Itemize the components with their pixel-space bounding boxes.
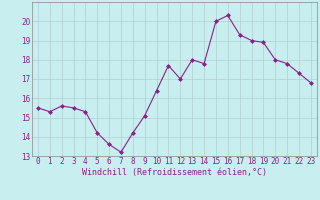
X-axis label: Windchill (Refroidissement éolien,°C): Windchill (Refroidissement éolien,°C) [82,168,267,177]
